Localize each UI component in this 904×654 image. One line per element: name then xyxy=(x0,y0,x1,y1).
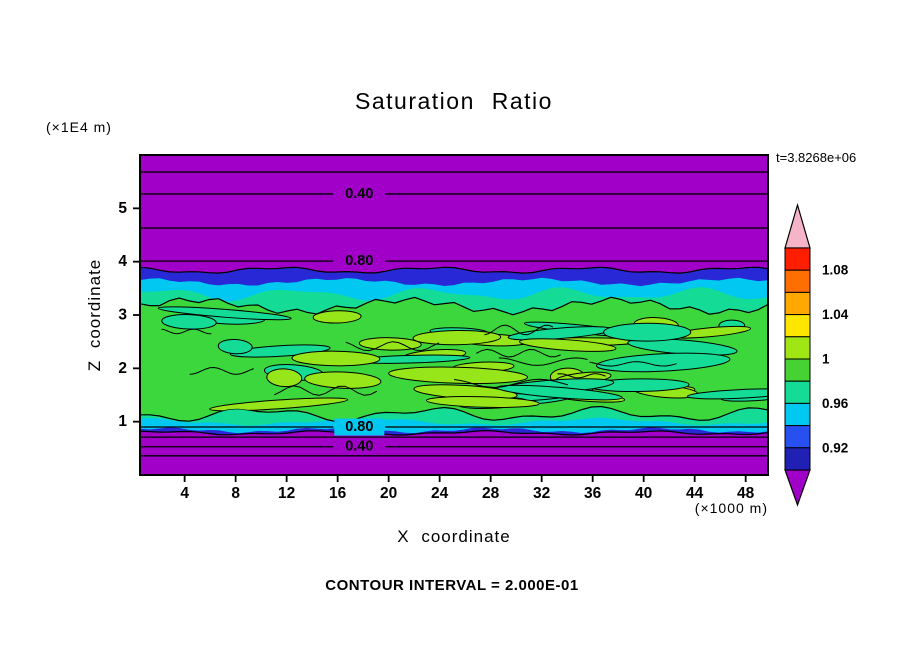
contour-blob xyxy=(358,337,422,351)
contour-squiggle xyxy=(589,361,677,367)
contour-label-bg xyxy=(334,418,385,436)
z-tick-label: 4 xyxy=(118,253,127,270)
contour-squiggle xyxy=(454,378,569,388)
contour-blob xyxy=(686,388,768,400)
contour-blob xyxy=(217,338,253,355)
colorbar-arrow-top xyxy=(784,202,811,249)
contour-squiggle xyxy=(557,373,606,379)
contour-squiggle xyxy=(274,385,378,396)
time-annotation: t=3.8268e+06 xyxy=(776,150,857,165)
supersaturation-blobs xyxy=(157,306,768,412)
colorbar-label: 1.04 xyxy=(822,307,849,322)
x-axis-ticks: 4 8 12 16 20 24 28 32 36 40 44 48 xyxy=(180,475,755,502)
colorbar-block xyxy=(784,247,811,271)
colorbar-block xyxy=(784,425,811,449)
colorbar-block xyxy=(784,291,811,316)
colorbar-label: 0.92 xyxy=(822,440,848,455)
contour-label-bg xyxy=(334,185,385,203)
contour-blob xyxy=(291,350,381,367)
x-tick-label: 48 xyxy=(737,485,755,502)
contour-blob xyxy=(412,329,502,346)
x-tick-label: 16 xyxy=(329,485,347,502)
colorbar-arrow-bottom xyxy=(784,469,811,507)
colorbar-block xyxy=(784,447,811,471)
contour-label-bg xyxy=(334,438,385,456)
contour-blob xyxy=(304,371,382,389)
contour-label-bg xyxy=(334,252,385,270)
colorbar-label: 0.96 xyxy=(822,396,849,411)
contour-blob xyxy=(603,322,692,342)
contour-blob xyxy=(161,314,217,330)
contour-interval-note: CONTOUR INTERVAL = 2.000E-01 xyxy=(325,577,579,594)
colorbar-label: 1.08 xyxy=(822,263,849,278)
contour-label: 0.40 xyxy=(345,439,373,455)
x-axis-unit-label: (×1000 m) xyxy=(694,500,768,516)
z-axis-ticks: 1 2 3 4 5 xyxy=(118,200,140,430)
colorbar-block xyxy=(784,336,811,360)
z-tick-label: 3 xyxy=(118,307,127,324)
x-tick-label: 40 xyxy=(635,485,652,502)
x-tick-label: 20 xyxy=(380,485,397,502)
colorbar: 1.08 1.04 1 0.96 0.92 xyxy=(784,202,849,507)
contour-squiggle xyxy=(189,366,254,375)
plot-title: Saturation Ratio xyxy=(355,88,553,114)
contour-blob xyxy=(595,352,731,373)
colorbar-block xyxy=(784,269,811,293)
x-tick-label: 8 xyxy=(231,485,240,502)
x-tick-label: 44 xyxy=(686,485,704,502)
contour-squiggle xyxy=(498,357,588,366)
contour-field xyxy=(140,155,768,475)
contour-lines: 0.40 0.80 0.80 0.40 xyxy=(140,171,768,457)
contour-squiggle xyxy=(345,341,440,352)
x-axis-title: X coordinate xyxy=(397,527,511,546)
contour-blob xyxy=(519,338,617,352)
contour-blob xyxy=(209,397,349,412)
z-tick-label: 2 xyxy=(118,360,127,377)
colorbar-label: 1 xyxy=(822,352,830,367)
colorbar-block xyxy=(784,314,811,338)
x-tick-label: 4 xyxy=(180,485,189,502)
contour-blob xyxy=(425,396,540,408)
contour-label: 0.40 xyxy=(345,186,373,202)
contour-blob xyxy=(157,306,292,321)
contour-label: 0.80 xyxy=(345,253,373,269)
contour-label: 0.80 xyxy=(345,419,373,435)
colorbar-block xyxy=(784,402,811,427)
contour-blob xyxy=(312,310,362,324)
contour-squiggle xyxy=(484,324,554,336)
y-axis-unit-label: (×1E4 m) xyxy=(46,119,112,135)
x-tick-label: 24 xyxy=(431,485,449,502)
colorbar-block xyxy=(784,380,811,404)
colorbar-block xyxy=(784,358,811,382)
x-tick-label: 12 xyxy=(278,485,295,502)
contour-blob xyxy=(388,366,529,385)
x-tick-label: 28 xyxy=(482,485,500,502)
z-tick-label: 5 xyxy=(118,200,127,217)
z-tick-label: 1 xyxy=(118,413,127,430)
x-tick-label: 36 xyxy=(584,485,602,502)
contour-blob xyxy=(266,368,303,388)
contour-squiggle xyxy=(476,348,561,358)
contour-plot: 0.400.800.800.404 8 12 16 20 24 28 32 36 40 44 4812… xyxy=(118,154,769,502)
contour-squiggle xyxy=(161,328,212,335)
x-tick-label: 32 xyxy=(533,485,550,502)
